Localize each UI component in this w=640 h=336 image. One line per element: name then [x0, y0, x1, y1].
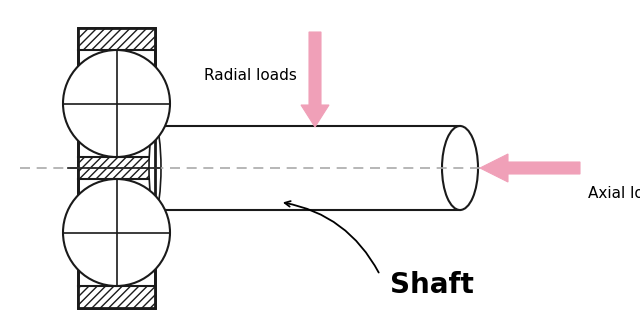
- Bar: [78, 28, 155, 50]
- Bar: [78, 286, 155, 308]
- Text: Shaft: Shaft: [390, 271, 474, 299]
- Bar: [78, 157, 155, 179]
- Ellipse shape: [442, 126, 478, 210]
- FancyArrow shape: [301, 32, 329, 127]
- Bar: [78, 286, 155, 308]
- Ellipse shape: [149, 126, 161, 210]
- FancyArrow shape: [480, 154, 580, 182]
- Bar: [78, 28, 155, 50]
- Bar: [155, 126, 460, 210]
- Bar: [78, 28, 155, 308]
- Ellipse shape: [63, 179, 170, 286]
- Ellipse shape: [63, 50, 170, 157]
- Text: Radial loads: Radial loads: [204, 68, 297, 83]
- Bar: [78, 157, 155, 179]
- Bar: [78, 28, 155, 308]
- Text: Axial loads: Axial loads: [588, 186, 640, 201]
